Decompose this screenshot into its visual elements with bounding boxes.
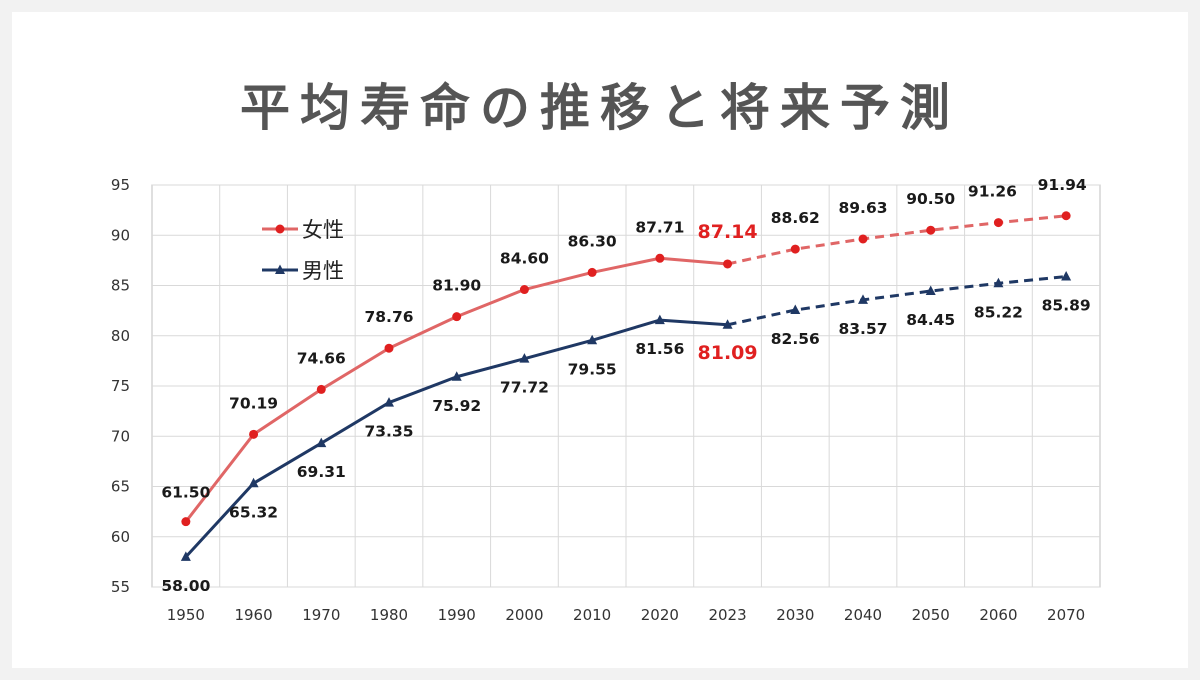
data-label-male: 82.56 [771,330,820,348]
y-tick-label: 55 [111,578,130,596]
y-tick-label: 70 [111,427,130,445]
data-label-male: 69.31 [297,463,346,481]
x-tick-label: 1980 [370,606,408,624]
data-label-female: 70.19 [229,394,278,412]
legend-marker-female [275,224,285,234]
x-tick-label: 1970 [302,606,340,624]
x-tick-label: 2000 [505,606,543,624]
data-point-male [1061,271,1072,281]
legend-marker-male [275,264,285,274]
data-point-male [451,371,462,381]
data-label-male: 83.57 [838,320,887,338]
y-tick-label: 95 [111,176,130,194]
data-point-male [384,397,394,407]
data-point-female [249,429,259,439]
data-point-female [181,517,191,527]
x-tick-label: 2060 [979,606,1017,624]
data-label-male: 77.72 [500,379,549,397]
y-tick-label: 60 [111,528,130,546]
data-label-male-highlight: 81.09 [698,342,758,364]
data-point-male [587,334,598,345]
data-label-male: 79.55 [568,360,617,378]
data-point-male [790,304,801,315]
data-point-male [519,353,530,363]
series-line-projected-female [727,214,1067,266]
data-point-male [248,477,259,488]
data-label-female: 84.60 [500,250,549,268]
data-point-female [384,343,394,353]
x-tick-label: 2023 [708,606,746,624]
data-point-female [452,312,462,322]
x-tick-label: 2010 [573,606,611,624]
x-tick-label: 2020 [641,606,679,624]
x-tick-label: 2030 [776,606,814,624]
y-tick-label: 85 [111,277,130,295]
data-label-female: 87.71 [635,218,684,236]
x-tick-label: 2070 [1047,606,1085,624]
data-label-male: 84.45 [906,311,955,329]
x-tick-label: 1950 [167,606,205,624]
y-tick-label: 90 [111,226,130,244]
data-label-male: 73.35 [364,423,413,441]
legend-label-male: 男性 [302,259,344,283]
data-label-female: 61.50 [161,484,210,502]
data-label-female-highlight: 87.14 [698,221,758,243]
data-point-female [723,259,733,269]
data-label-male: 58.00 [161,577,210,595]
data-label-female: 89.63 [838,199,887,217]
data-point-female [519,285,529,295]
data-label-male: 75.92 [432,397,481,415]
data-point-female [655,253,665,263]
data-point-male [858,294,868,304]
data-point-male [654,314,665,325]
chart-title: 平均寿命の推移と将来予測 [240,79,960,137]
data-point-female [993,218,1003,228]
data-point-female [858,234,868,244]
data-point-female [790,244,800,254]
x-tick-label: 1990 [438,606,476,624]
data-label-male: 85.89 [1042,297,1091,315]
data-label-female: 86.30 [568,232,617,250]
data-label-male: 85.22 [974,303,1023,321]
data-point-male [316,437,327,448]
data-label-female: 91.94 [1038,176,1087,194]
data-label-female: 91.26 [968,183,1017,201]
x-tick-label: 2050 [912,606,950,624]
data-point-male [925,285,936,296]
data-point-female [587,267,597,277]
data-label-female: 88.62 [771,209,820,227]
x-tick-label: 1960 [234,606,272,624]
data-point-male [993,277,1004,288]
y-tick-label: 75 [111,377,130,395]
y-tick-label: 65 [111,478,130,496]
data-point-male [180,551,191,561]
data-label-female: 90.50 [906,190,955,208]
x-tick-label: 2040 [844,606,882,624]
series-line-projected-male [727,275,1067,327]
data-point-female [926,225,936,235]
data-label-male: 81.56 [635,340,684,358]
data-label-female: 81.90 [432,277,481,295]
y-tick-label: 80 [111,327,130,345]
data-label-female: 78.76 [364,308,413,326]
data-point-female [1061,211,1071,221]
data-point-female [316,384,326,394]
data-label-male: 65.32 [229,503,278,521]
legend-label-female: 女性 [302,218,344,242]
data-point-male [722,319,733,329]
data-label-female: 74.66 [297,349,346,367]
